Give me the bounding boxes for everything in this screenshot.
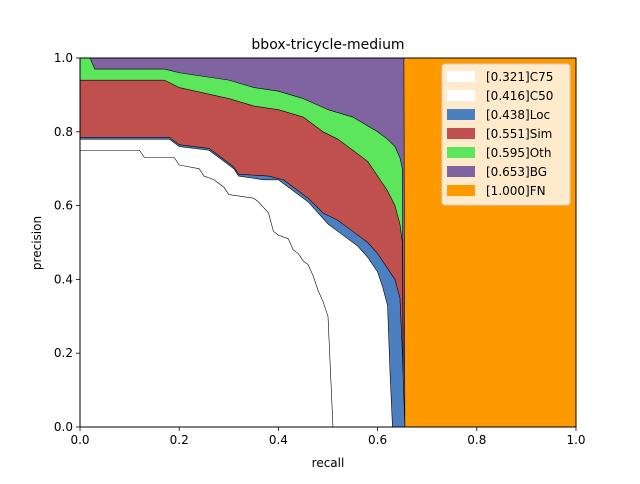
y-tick-label: 0.8 — [54, 125, 73, 139]
x-tick-label: 0.8 — [467, 433, 486, 447]
y-tick-label: 0.6 — [54, 199, 73, 213]
legend-label: [0.438]Loc — [486, 108, 550, 122]
x-tick-label: 0.4 — [269, 433, 288, 447]
legend-swatch — [447, 147, 475, 158]
axes-frame — [79, 57, 577, 428]
legend-swatch — [447, 185, 475, 196]
legend-label: [1.000]FN — [486, 184, 546, 198]
x-tick-label: 1.0 — [566, 433, 585, 447]
x-tick-label: 0.0 — [70, 433, 89, 447]
y-tick-label: 1.0 — [54, 51, 73, 65]
x-tick-label: 0.6 — [368, 433, 387, 447]
y-tick-label: 0.2 — [54, 346, 73, 360]
legend-label: [0.595]Oth — [486, 146, 551, 160]
legend-label: [0.653]BG — [486, 165, 547, 179]
legend-label: [0.321]C75 — [486, 70, 553, 84]
x-axis-label: recall — [312, 456, 345, 470]
y-axis-label: precision — [30, 216, 44, 270]
legend: [0.321]C75 [0.416]C50 [0.438]Loc [0.551]Sim… — [441, 63, 571, 206]
legend-swatch — [447, 128, 475, 139]
area-c75 — [79, 149, 334, 428]
y-tick-label: 0.4 — [54, 272, 73, 286]
legend-swatch — [447, 109, 475, 120]
x-tick-label: 0.2 — [170, 433, 189, 447]
legend-label: [0.416]C50 — [486, 89, 553, 103]
legend-swatch — [447, 90, 475, 101]
chart-title: bbox-tricycle-medium — [251, 37, 404, 53]
legend-label: [0.551]Sim — [486, 127, 552, 141]
legend-swatch — [447, 166, 475, 177]
axes: 0.0 0.2 0.4 0.6 0.8 1.0 0.0 0.2 0.4 0.6 0.8 1.0 — [54, 51, 586, 447]
y-tick-label: 0.0 — [54, 420, 73, 434]
legend-swatch — [447, 71, 475, 82]
